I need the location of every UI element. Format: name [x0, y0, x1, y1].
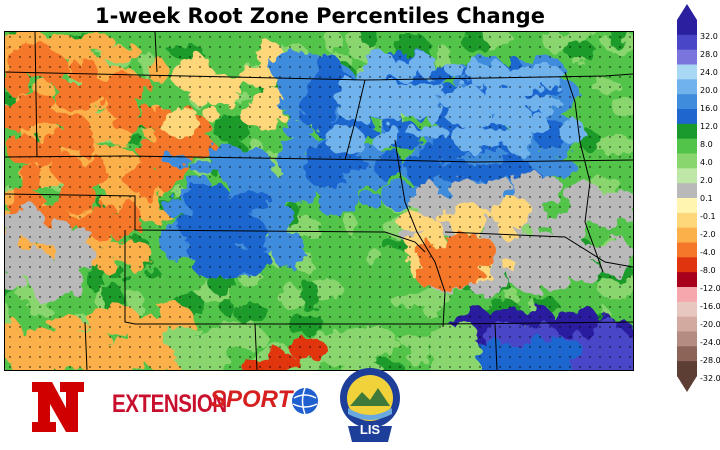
- colorbar-tick-label: 16.0: [700, 104, 718, 113]
- colorbar-tick-label: 28.0: [700, 50, 718, 59]
- sport-wordmark: SPORT: [210, 386, 293, 413]
- colorbar-cell: [677, 198, 697, 214]
- colorbar-cell: [677, 301, 697, 318]
- colorbar-cell: [677, 242, 697, 258]
- map-panel: [4, 31, 634, 371]
- lis-wordmark: LIS: [359, 422, 381, 437]
- colorbar-tick-label: 32.0: [700, 32, 718, 41]
- colorbar-tick-label: 0.1: [700, 194, 713, 203]
- colorbar-tick-label: 20.0: [700, 86, 718, 95]
- colorbar-tick-label: 2.0: [700, 176, 713, 185]
- colorbar-tick-label: 12.0: [700, 122, 718, 131]
- colorbar-tick-label: -24.0: [700, 338, 720, 347]
- lis-logo: [340, 368, 400, 442]
- colorbar-cell: [677, 123, 697, 140]
- colorbar-tick-label: -16.0: [700, 302, 720, 311]
- extension-wordmark: EXTENSION: [112, 390, 227, 418]
- colorbar-tick-label: -12.0: [700, 284, 720, 293]
- colorbar-cell: [677, 49, 697, 65]
- colorbar-cell: [677, 272, 697, 288]
- colorbar-cell: [677, 361, 697, 377]
- colorbar-cell: [677, 227, 697, 243]
- globe-icon: [292, 387, 318, 415]
- colorbar-cell: [677, 34, 697, 51]
- colorbar-cell: [677, 287, 697, 303]
- colorbar-tick-label: -2.0: [700, 230, 716, 239]
- colorbar-tick-label: -4.0: [700, 248, 716, 257]
- colorbar-cell: [677, 153, 697, 169]
- colorbar-tick-label: 24.0: [700, 68, 718, 77]
- colorbar-cell: [677, 346, 697, 362]
- colorbar-cell: [677, 138, 697, 154]
- colorbar-cell: [677, 20, 697, 36]
- colorbar-cell: [677, 212, 697, 229]
- colorbar-cell: [677, 257, 697, 273]
- colorbar-top-arrow: [677, 4, 697, 20]
- county-grid-overlay: [5, 32, 633, 370]
- colorbar-tick-label: -20.0: [700, 320, 720, 329]
- colorbar-cell: [677, 331, 697, 347]
- percentile-change-map: [5, 32, 633, 370]
- nebraska-n-logo: [32, 382, 84, 432]
- colorbar-cell: [677, 109, 697, 125]
- colorbar-tick-label: -0.1: [700, 212, 716, 221]
- colorbar-tick-label: 8.0: [700, 140, 713, 149]
- colorbar-cell: [677, 64, 697, 80]
- colorbar-tick-label: 4.0: [700, 158, 713, 167]
- chart-title: 1-week Root Zone Percentiles Change: [95, 4, 545, 28]
- colorbar-legend: [677, 4, 697, 392]
- colorbar-cell: [677, 316, 697, 332]
- colorbar-cell: [677, 94, 697, 110]
- colorbar-bottom-arrow: [677, 376, 697, 392]
- colorbar-cell: [677, 183, 697, 199]
- colorbar-cell: [677, 168, 697, 184]
- colorbar-tick-label: -32.0: [700, 374, 720, 383]
- colorbar-tick-label: -8.0: [700, 266, 716, 275]
- colorbar-tick-label: -28.0: [700, 356, 720, 365]
- logo-bar: EXTENSION SPORT LIS: [20, 368, 640, 448]
- colorbar-cell: [677, 79, 697, 95]
